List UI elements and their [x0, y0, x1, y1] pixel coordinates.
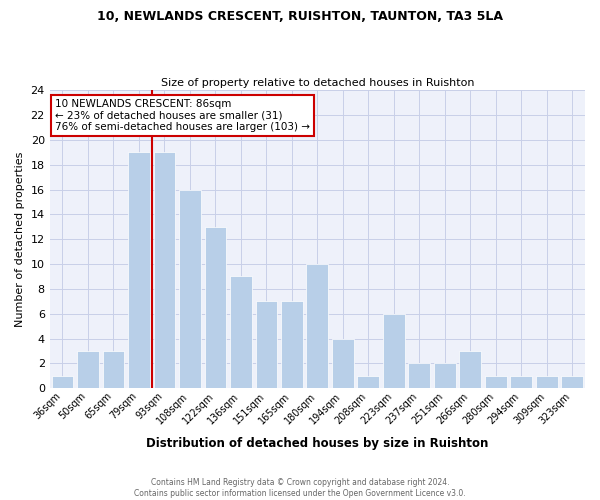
Bar: [409, 364, 430, 388]
Bar: [562, 376, 583, 388]
Bar: [332, 338, 353, 388]
Bar: [205, 227, 226, 388]
Bar: [230, 276, 251, 388]
Bar: [511, 376, 532, 388]
Text: 10, NEWLANDS CRESCENT, RUISHTON, TAUNTON, TA3 5LA: 10, NEWLANDS CRESCENT, RUISHTON, TAUNTON…: [97, 10, 503, 23]
Title: Size of property relative to detached houses in Ruishton: Size of property relative to detached ho…: [161, 78, 474, 88]
Bar: [536, 376, 557, 388]
Bar: [383, 314, 404, 388]
Bar: [77, 351, 99, 388]
Bar: [358, 376, 379, 388]
Text: 10 NEWLANDS CRESCENT: 86sqm
← 23% of detached houses are smaller (31)
76% of sem: 10 NEWLANDS CRESCENT: 86sqm ← 23% of det…: [55, 99, 310, 132]
X-axis label: Distribution of detached houses by size in Ruishton: Distribution of detached houses by size …: [146, 437, 488, 450]
Bar: [103, 351, 124, 388]
Y-axis label: Number of detached properties: Number of detached properties: [15, 152, 25, 327]
Bar: [179, 190, 201, 388]
Bar: [128, 152, 150, 388]
Bar: [52, 376, 73, 388]
Bar: [281, 302, 302, 388]
Bar: [154, 152, 175, 388]
Bar: [485, 376, 506, 388]
Bar: [307, 264, 328, 388]
Text: Contains HM Land Registry data © Crown copyright and database right 2024.
Contai: Contains HM Land Registry data © Crown c…: [134, 478, 466, 498]
Bar: [460, 351, 481, 388]
Bar: [434, 364, 455, 388]
Bar: [256, 302, 277, 388]
